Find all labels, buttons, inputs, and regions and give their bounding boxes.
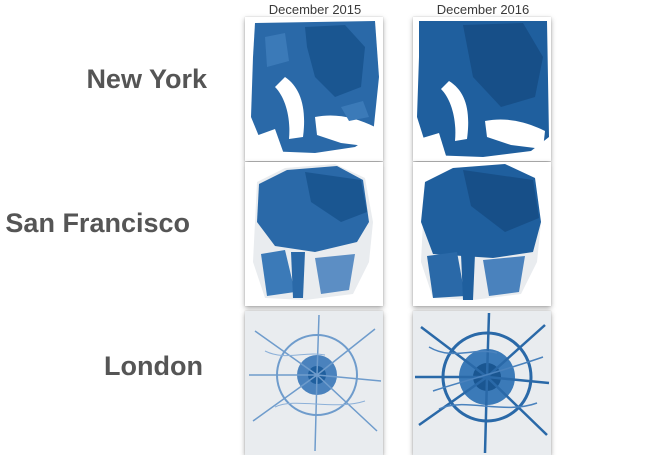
city-label-new-york: New York	[86, 64, 207, 94]
map-san-francisco-2016	[413, 162, 551, 306]
city-label-london: London	[104, 351, 203, 381]
map-london-2016	[413, 311, 551, 455]
city-label-san-francisco: San Francisco	[5, 208, 190, 238]
map-san-francisco-2015	[245, 162, 383, 306]
column-header-2016: December 2016	[436, 2, 530, 17]
map-new-york-2016	[413, 17, 551, 161]
column-header-2015: December 2015	[268, 2, 362, 17]
map-london-2015	[245, 311, 383, 455]
map-new-york-2015	[245, 17, 383, 161]
